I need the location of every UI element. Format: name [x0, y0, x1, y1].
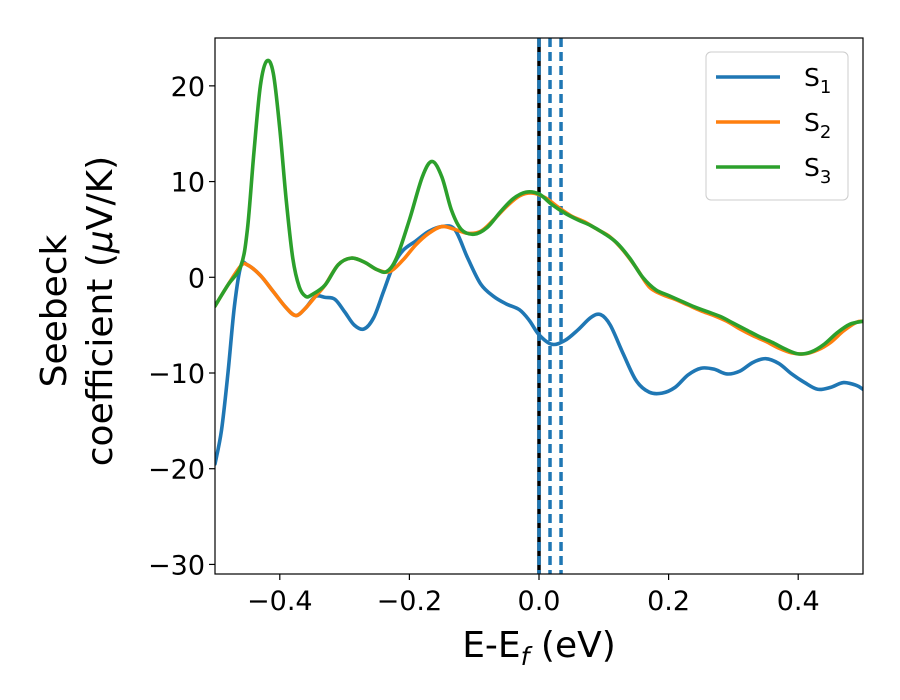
y-axis-title-line1: Seebeck: [34, 234, 75, 387]
x-axis-ticks: −0.4 −0.2 0.0 0.2 0.4: [247, 574, 820, 617]
y-axis-title: Seebeck coefficient (μV/K): [34, 156, 121, 466]
x-tick-label: −0.4: [247, 586, 313, 617]
y-tick-label: −20: [148, 455, 205, 486]
x-tick-label: 0.2: [647, 586, 690, 617]
legend: S1 S2 S3: [705, 51, 849, 201]
y-tick-label: 10: [171, 168, 205, 199]
y-tick-label: 20: [171, 72, 205, 103]
y-axis-title-mu: μ: [80, 230, 121, 254]
y-axis-title-unit: V/K): [80, 156, 121, 230]
series-line-s3: [215, 58, 863, 356]
y-axis-ticks: −30 −20 −10 0 10 20: [148, 72, 215, 581]
series-lines: [215, 58, 863, 466]
legend-label-s1: S1: [804, 63, 831, 98]
x-axis-title-main: E-E: [462, 625, 520, 666]
legend-label-s3: S3: [804, 153, 831, 188]
legend-box: [705, 51, 849, 201]
y-axis-title-line2: coefficient (μV/K): [80, 156, 121, 466]
x-tick-label: −0.2: [377, 586, 443, 617]
y-tick-label: 0: [188, 263, 205, 294]
x-tick-label: 0.0: [518, 586, 561, 617]
x-axis-title-unit: (eV): [529, 625, 615, 666]
reference-lines: [537, 38, 563, 574]
legend-label-s2: S2: [804, 108, 831, 143]
x-axis-title: E-Ef (eV): [462, 625, 616, 671]
y-tick-label: −10: [148, 359, 205, 390]
x-tick-label: 0.4: [777, 586, 820, 617]
y-tick-label: −30: [148, 550, 205, 581]
y-axis-title-prefix: coefficient (: [80, 253, 121, 466]
